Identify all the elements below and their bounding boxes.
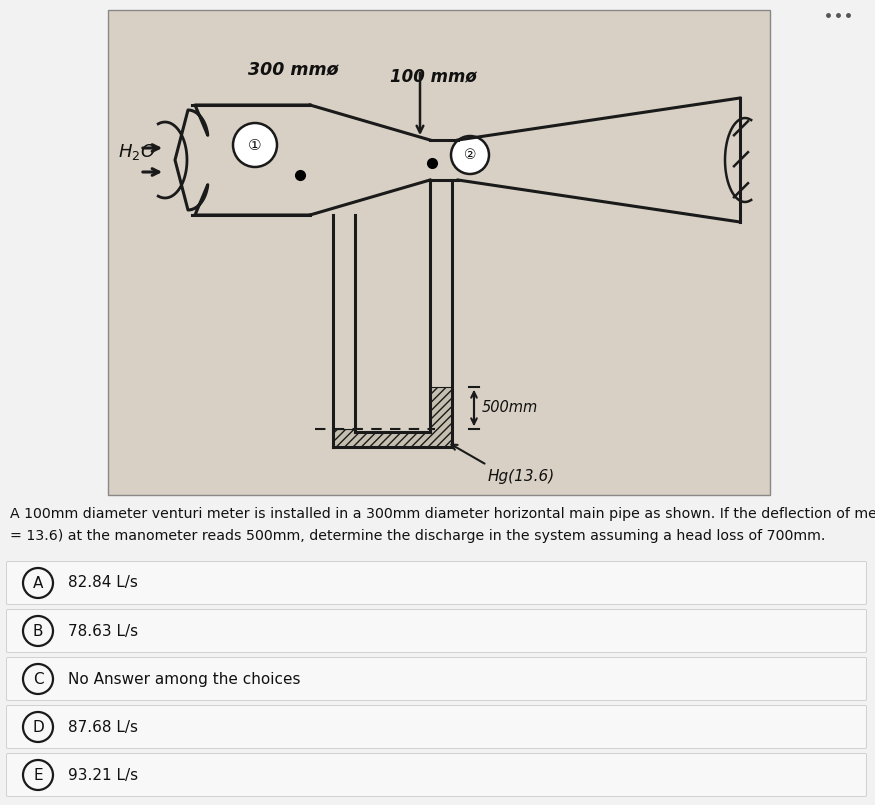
Circle shape [233,123,277,167]
Text: 87.68 L/s: 87.68 L/s [68,720,138,734]
FancyBboxPatch shape [6,753,866,796]
Text: 93.21 L/s: 93.21 L/s [68,767,138,782]
Text: 78.63 L/s: 78.63 L/s [68,624,138,638]
FancyBboxPatch shape [6,562,866,605]
Text: = 13.6) at the manometer reads 500mm, determine the discharge in the system assu: = 13.6) at the manometer reads 500mm, de… [10,529,825,543]
Circle shape [451,136,489,174]
FancyBboxPatch shape [6,609,866,653]
Text: No Answer among the choices: No Answer among the choices [68,671,300,687]
Text: Hg(13.6): Hg(13.6) [488,469,556,484]
Text: C: C [32,671,44,687]
Text: 100 mmø: 100 mmø [390,67,477,85]
Text: ②: ② [464,148,476,162]
Text: D: D [32,720,44,734]
Text: 82.84 L/s: 82.84 L/s [68,576,138,591]
Text: A 100mm diameter venturi meter is installed in a 300mm diameter horizontal main : A 100mm diameter venturi meter is instal… [10,507,875,521]
Text: ①: ① [248,138,262,152]
Polygon shape [333,387,452,447]
FancyBboxPatch shape [6,705,866,749]
Text: 500mm: 500mm [482,401,538,415]
Text: A: A [33,576,43,591]
Text: B: B [32,624,43,638]
Text: E: E [33,767,43,782]
Text: $H_2O$: $H_2O$ [118,142,156,162]
FancyBboxPatch shape [108,10,770,495]
FancyBboxPatch shape [6,658,866,700]
Text: 300 mmø: 300 mmø [248,60,339,78]
